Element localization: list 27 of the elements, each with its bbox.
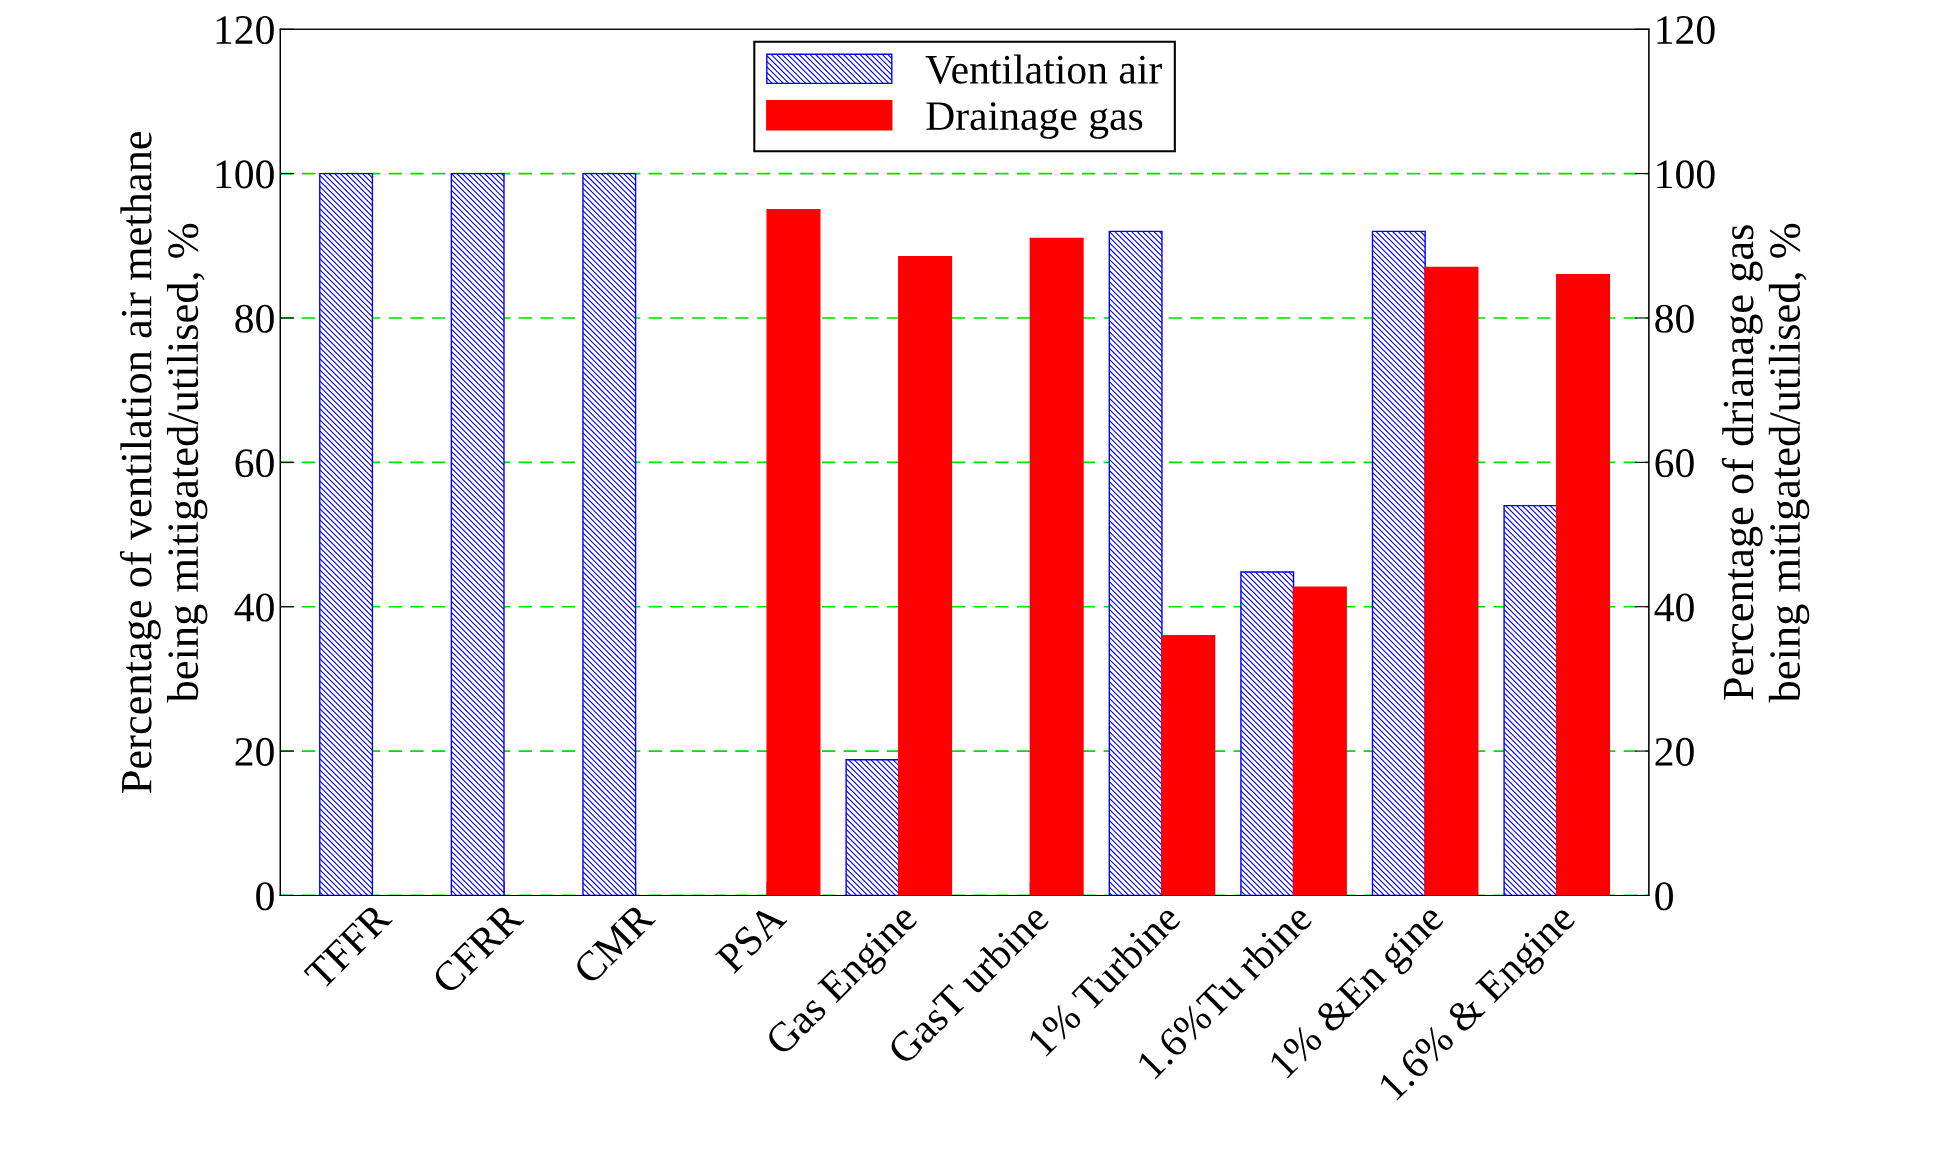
bar: [766, 208, 821, 896]
bar: [898, 255, 953, 896]
y-tick-label: 80: [235, 304, 274, 333]
y-tick-label: 0: [256, 882, 274, 911]
bar: [319, 172, 374, 896]
bar: [450, 172, 505, 896]
y2-tick-label: 40: [1654, 593, 1694, 622]
y2-tick-label: 60: [1655, 449, 1694, 478]
bar: [845, 759, 900, 896]
y2-tick-label: 120: [1657, 15, 1715, 45]
y2-tick-label: 80: [1655, 304, 1694, 333]
bar: [582, 172, 637, 896]
y2-tick-label: 0: [1655, 882, 1673, 911]
y-tick-label: 40: [234, 593, 274, 622]
y-axis-title: Percentage of ventilation air methane being mitigated/utilised, %: [119, 131, 208, 794]
y2-axis-title: Percentage of drianage gas being mitigated/utilised, %: [1721, 223, 1810, 703]
y-tick-label: 20: [235, 737, 274, 766]
legend-label: Ventilation air: [925, 54, 1162, 85]
y-tick-label: 100: [216, 160, 274, 189]
bar: [1029, 237, 1084, 896]
y-tick-label: 120: [216, 15, 274, 45]
y-tick-label: 60: [235, 449, 274, 478]
legend-label: Drainage gas: [926, 102, 1143, 139]
y2-tick-label: 20: [1655, 737, 1694, 766]
x-tick-label: PSA: [714, 901, 788, 975]
y2-tick-label: 100: [1657, 160, 1715, 189]
bar: [1108, 230, 1163, 896]
